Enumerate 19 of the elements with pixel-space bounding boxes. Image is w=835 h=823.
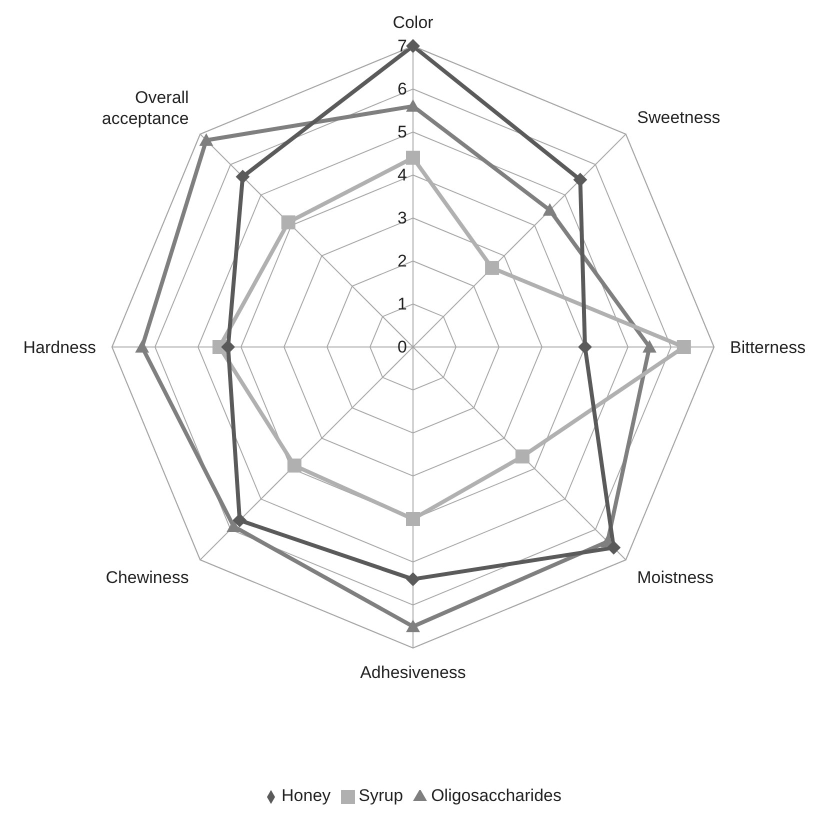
legend-label: Oligosaccharides	[431, 786, 562, 805]
y-tick-label: 7	[398, 36, 407, 56]
y-tick-label: 6	[398, 80, 407, 98]
spoke-label: Sweetness	[637, 108, 720, 127]
y-tick-label: 4	[398, 166, 407, 184]
legend-label: Honey	[282, 786, 331, 805]
spoke-label: Overall acceptance	[102, 88, 189, 128]
y-tick-label: 0	[398, 338, 407, 356]
spoke-label: Color	[392, 12, 434, 32]
y-tick-label: 2	[398, 252, 407, 270]
spoke-label: Moistness	[637, 567, 714, 586]
y-tick-label: 3	[398, 208, 407, 228]
y-tick-label: 1	[398, 294, 407, 314]
spoke-label: Adhesiveness	[360, 662, 466, 682]
spoke-label: Chewiness	[106, 567, 189, 586]
legend-label: Syrup	[358, 786, 404, 805]
spoke-label: Hardness	[23, 338, 96, 356]
y-tick-label: 5	[398, 122, 407, 142]
spoke-label: Bitterness	[730, 338, 806, 356]
